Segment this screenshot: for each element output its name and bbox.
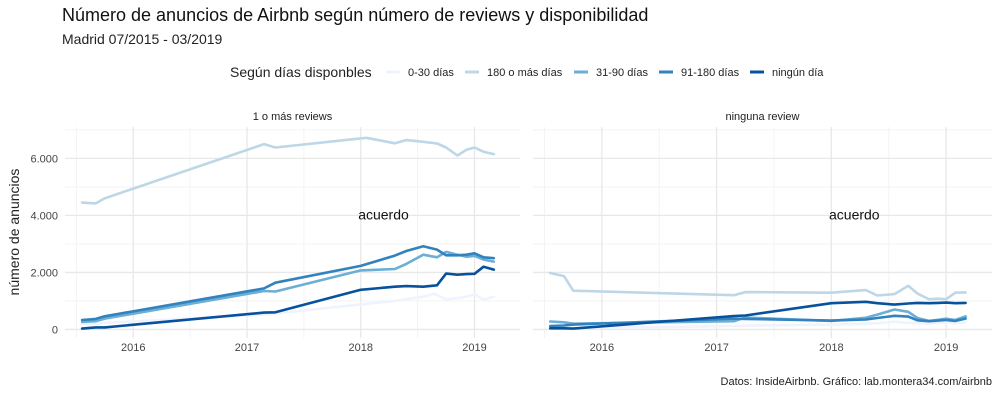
panel-0-series-ning-n-d-a <box>80 265 496 330</box>
panel-1-series-ning-n-d-a <box>548 300 967 330</box>
panel-1-x-tick-label-1: 2017 <box>704 342 728 354</box>
legend-label-2: 31-90 días <box>596 67 648 79</box>
chart-title: Número de anuncios de Airbnb según númer… <box>62 5 649 25</box>
panel-0-x-tick-label-1: 2017 <box>235 342 259 354</box>
panel-1-strip-label: ninguna review <box>726 111 800 123</box>
y-tick-label-2: 4.000 <box>30 210 58 222</box>
legend: Según días disponbles 0-30 días 180 o más … <box>230 64 824 80</box>
panel-0-grid <box>65 127 520 338</box>
legend-label-1: 180 o más días <box>487 67 563 79</box>
chart-caption: Datos: InsideAirbnb. Gráfico: lab.monter… <box>720 376 992 388</box>
panel-0-annotation: acuerdo <box>358 207 409 223</box>
panel-0-x-tick-label-2: 2018 <box>349 342 373 354</box>
panel-1-annotation: acuerdo <box>829 207 880 223</box>
panel-1-series-180-o-m-s-d-as <box>548 271 967 301</box>
chart-subtitle: Madrid 07/2015 - 03/2019 <box>62 31 223 47</box>
panel-0: 1 o más reviews 2016 2017 2018 2019 acuerdo <box>65 111 520 354</box>
panel-0-strip-label: 1 o más reviews <box>253 111 333 123</box>
panel-0-x-tick-label-0: 2016 <box>121 342 145 354</box>
legend-label-4: ningún día <box>772 67 824 79</box>
legend-label-0: 0-30 días <box>408 67 454 79</box>
panel-0-series <box>80 136 496 330</box>
panel-0-series-91-180-d-as <box>80 244 496 322</box>
panel-0-series-0-30-d-as <box>80 292 496 326</box>
panel-1-series-0-30-d-as <box>548 320 967 330</box>
y-tick-label-1: 2.000 <box>30 267 58 279</box>
panel-0-x-tick-label-3: 2019 <box>462 342 486 354</box>
y-tick-label-0: 0 <box>52 324 58 336</box>
panel-0-series-31-90-d-as <box>80 250 496 324</box>
y-tick-label-3: 6.000 <box>30 153 58 165</box>
panel-1-grid <box>533 127 992 338</box>
panel-0-series-180-o-m-s-d-as <box>80 136 496 205</box>
panel-1-x-tick-label-0: 2016 <box>590 342 614 354</box>
panel-1-x-tick-label-2: 2018 <box>819 342 843 354</box>
y-axis-title: número de anuncios <box>6 169 22 296</box>
panel-1: ninguna review 2016 2017 2018 2019 acuerdo <box>533 111 992 354</box>
legend-label-3: 91-180 días <box>681 67 740 79</box>
panel-1-series <box>548 271 967 330</box>
legend-title: Según días disponbles <box>230 64 372 80</box>
panel-1-x-tick-label-3: 2019 <box>934 342 958 354</box>
